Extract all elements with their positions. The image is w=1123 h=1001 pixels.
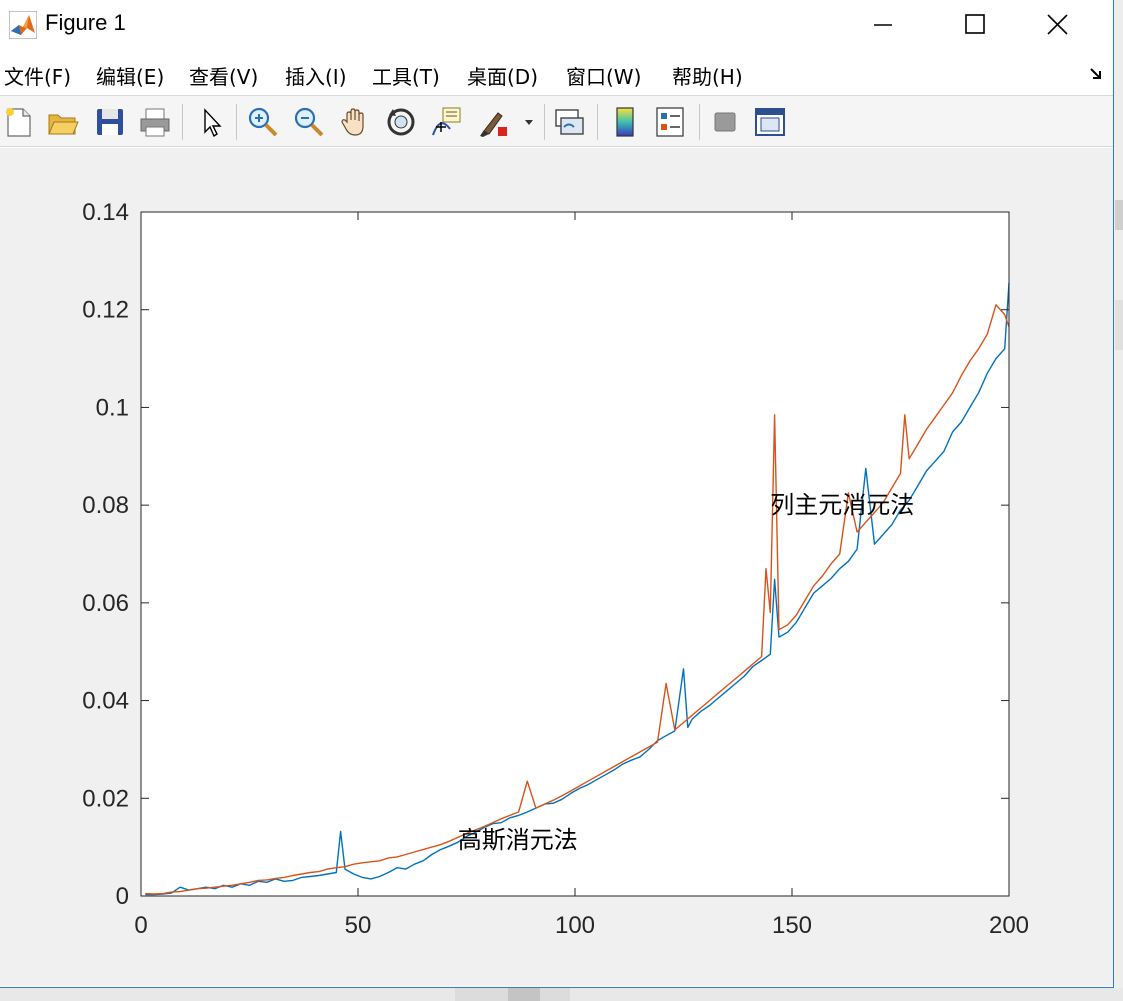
x-tick-label: 200 (989, 912, 1029, 939)
edge-mark (1115, 300, 1123, 350)
y-tick-label: 0.02 (82, 785, 129, 812)
window-title: Figure 1 (45, 10, 126, 35)
desktop-bottom-edge (0, 988, 1123, 1001)
link-plot-icon[interactable] (552, 105, 586, 139)
menu-tools[interactable]: 工具(T) (372, 65, 440, 89)
pan-hand-icon[interactable] (338, 105, 372, 139)
x-tick-label: 50 (345, 912, 372, 939)
menu-help[interactable]: 帮助(H) (672, 65, 743, 89)
new-figure-icon[interactable] (2, 105, 36, 139)
toolbar-separator (236, 104, 237, 140)
x-tick-label: 100 (555, 912, 595, 939)
menu-window[interactable]: 窗口(W) (566, 65, 642, 89)
series-layer (145, 282, 1010, 896)
menu-desktop[interactable]: 桌面(D) (467, 65, 539, 89)
y-tick-label: 0 (116, 883, 129, 910)
data-cursor-icon[interactable] (430, 105, 464, 139)
zoom-in-icon[interactable] (246, 105, 280, 139)
minimize-button[interactable] (855, 0, 911, 50)
menu-view[interactable]: 查看(V) (189, 65, 259, 89)
legend-icon[interactable] (653, 105, 687, 139)
colorbar-icon[interactable] (608, 105, 642, 139)
annotation-label: 高斯消元法 (458, 826, 578, 854)
toolbar-separator (699, 104, 700, 140)
series-line-2[interactable] (145, 304, 1010, 895)
x-tick-label: 150 (772, 912, 812, 939)
menu-edit[interactable]: 编辑(E) (96, 65, 165, 89)
edge-mark (508, 988, 540, 1001)
menu-bar: 文件(F) 编辑(E) 查看(V) 插入(I) 工具(T) 桌面(D) 窗口(W… (0, 52, 1113, 94)
maximize-icon (965, 14, 985, 34)
axes-background (141, 212, 1009, 896)
title-bar: Figure 1 (0, 0, 1113, 50)
show-plot-tools-icon[interactable] (753, 105, 787, 139)
minimize-icon (874, 24, 892, 26)
edit-plot-arrow-icon[interactable] (194, 105, 228, 139)
series-line-1[interactable] (145, 282, 1010, 896)
figure-window: Figure 1 文件(F) 编辑(E) 查看(V) 插入(I) 工具(T) 桌… (0, 0, 1114, 988)
save-icon[interactable] (93, 105, 127, 139)
matlab-logo-icon (9, 11, 37, 39)
toolbar-separator (544, 104, 545, 140)
close-icon (1047, 14, 1068, 35)
y-tick-label: 0.1 (96, 394, 129, 421)
zoom-out-icon[interactable] (292, 105, 326, 139)
menu-file[interactable]: 文件(F) (4, 65, 72, 89)
toolbar-separator (182, 104, 183, 140)
rotate-3d-icon[interactable] (384, 105, 418, 139)
toolbar-separator (597, 104, 598, 140)
dock-arrow-icon[interactable] (1089, 67, 1103, 81)
brush-dropdown-icon[interactable] (520, 105, 538, 139)
figure-toolbar (0, 95, 1113, 147)
hide-plot-tools-icon[interactable] (708, 105, 742, 139)
tick-layer: 0 50 100 150 200 0 0.02 0.04 0.06 0.08 0.1 0.12 0.14 (82, 199, 1029, 939)
menu-insert[interactable]: 插入(I) (285, 65, 347, 89)
edge-mark (1115, 200, 1123, 230)
y-tick-label: 0.14 (82, 199, 129, 226)
brush-icon[interactable] (476, 105, 510, 139)
annotation-layer: 高斯消元法 列主元消元法 (458, 491, 914, 854)
y-tick-label: 0.06 (82, 590, 129, 617)
y-tick-label: 0.04 (82, 688, 129, 715)
y-tick-label: 0.08 (82, 492, 129, 519)
annotation-label: 列主元消元法 (770, 491, 914, 519)
close-button[interactable] (1013, 0, 1069, 50)
line-chart[interactable]: 0 50 100 150 200 0 0.02 0.04 0.06 0.08 0.1 0.12 0.14… (0, 148, 1113, 986)
print-icon[interactable] (138, 105, 172, 139)
y-tick-label: 0.12 (82, 297, 129, 324)
maximize-button[interactable] (947, 0, 1003, 50)
axes-box (140, 211, 1010, 897)
x-tick-label: 0 (134, 912, 147, 939)
open-file-icon[interactable] (46, 105, 80, 139)
desktop-right-edge (1115, 0, 1123, 1001)
